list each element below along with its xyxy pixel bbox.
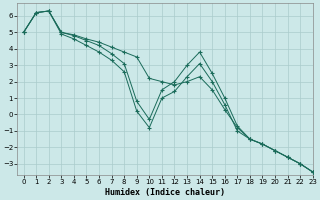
X-axis label: Humidex (Indice chaleur): Humidex (Indice chaleur) bbox=[105, 188, 225, 197]
